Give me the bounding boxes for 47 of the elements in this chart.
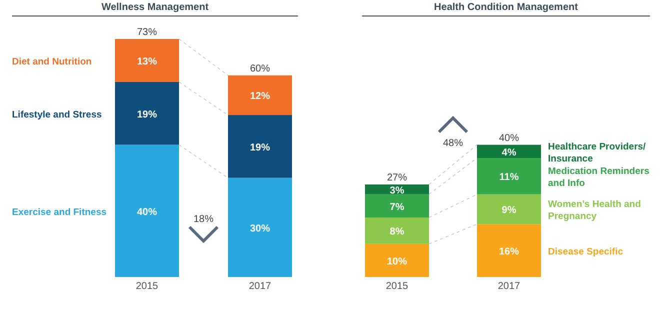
data-label: 4% xyxy=(502,147,516,158)
data-label: 30% xyxy=(250,223,270,234)
series-label: Healthcare Providers/ Insurance xyxy=(548,141,646,164)
x-tick-label: 2015 xyxy=(136,281,159,292)
bar xyxy=(477,158,541,194)
bar xyxy=(228,115,292,178)
total-label: 27% xyxy=(386,172,408,184)
x-tick-label: 2017 xyxy=(248,281,272,292)
annotation: 18% xyxy=(193,214,214,225)
series-label: Women’s Health and Pregnancy xyxy=(548,199,642,222)
data-label: 10% xyxy=(386,256,408,268)
data-label: 7% xyxy=(390,202,404,213)
bar xyxy=(228,75,292,116)
data-label: 19% xyxy=(250,142,270,154)
bar xyxy=(115,144,179,277)
data-label: 9% xyxy=(502,205,516,216)
bar xyxy=(477,144,541,158)
data-label: 8% xyxy=(390,226,404,238)
data-label: 3% xyxy=(390,185,404,196)
total-label: 73% xyxy=(136,27,158,38)
total-label: 40% xyxy=(498,132,520,144)
data-label: 12% xyxy=(250,91,270,102)
text: Diet and Nutrition xyxy=(12,56,92,68)
data-label: 19% xyxy=(136,109,158,120)
bar xyxy=(115,39,179,82)
chart-title: Wellness Management xyxy=(101,2,210,13)
data-label: 40% xyxy=(136,206,158,218)
bar xyxy=(365,218,429,244)
chart-title: Health Condition Management xyxy=(434,2,579,13)
series-label: Medication Reminders and Info xyxy=(548,166,650,190)
bar xyxy=(477,194,541,224)
data-label: 16% xyxy=(498,246,520,258)
series-label: Disease Specific xyxy=(548,246,623,258)
data-label: 13% xyxy=(136,56,158,68)
bar xyxy=(365,184,429,194)
bar xyxy=(477,224,541,277)
series-label: Lifestyle and Stress xyxy=(12,109,102,120)
bar xyxy=(365,244,429,277)
bar xyxy=(115,82,179,145)
series-label: Exercise and Fitness xyxy=(12,206,107,218)
x-tick-label: 2017 xyxy=(498,281,521,292)
annotation: 48% xyxy=(442,138,464,149)
total-label: 60% xyxy=(250,63,270,74)
x-tick-label: 2015 xyxy=(386,281,409,292)
bar xyxy=(228,178,292,277)
data-label: 11% xyxy=(499,172,519,184)
bar xyxy=(365,194,429,218)
